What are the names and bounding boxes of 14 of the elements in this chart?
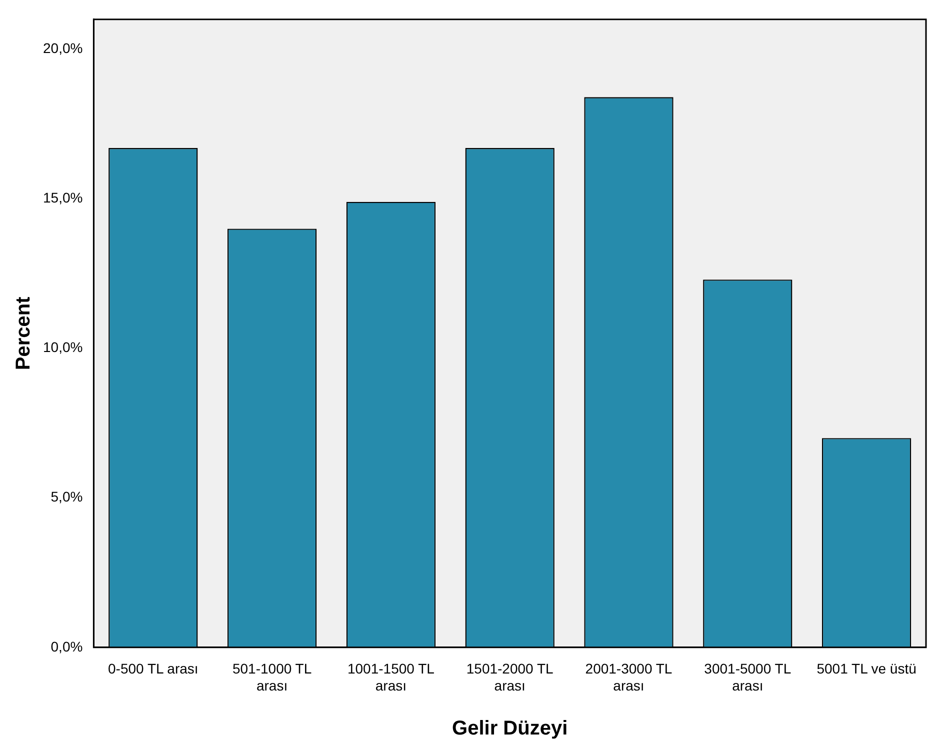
y-axis-title: Percent [12,296,35,370]
x-tick-label: 1501-2000 TL arası [466,660,554,694]
x-tick-label: 3001-5000 TL arası [704,660,792,694]
x-tick-label: 5001 TL ve üstü [816,660,916,677]
y-tick-label: 20,0% [42,40,83,56]
y-tick-label: 5,0% [50,488,83,505]
y-tick-label: 10,0% [42,339,83,356]
x-tick-label: 501-1000 TL arası [232,660,312,694]
y-tick-label: 15,0% [42,190,83,206]
x-axis-title: Gelir Düzeyi [452,718,568,740]
x-tick-label: 2001-3000 TL arası [585,660,672,694]
x-tick-label: 1001-1500 TL arası [347,660,435,694]
x-tick-label: 0-500 TL arası [108,660,198,677]
y-tick-label: 0,0% [50,638,83,654]
